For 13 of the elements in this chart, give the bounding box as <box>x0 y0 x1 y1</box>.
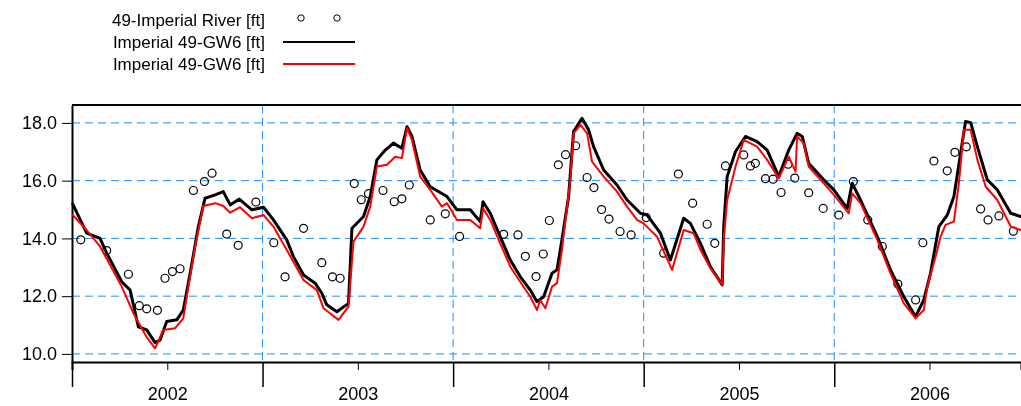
legend-label: Imperial 49-GW6 [ft] <box>112 54 265 74</box>
y-tick-label: 16.0 <box>21 170 57 191</box>
y-tick-label: 18.0 <box>21 113 57 134</box>
x-tick-label: 2006 <box>910 384 951 404</box>
y-tick-label: 14.0 <box>21 228 57 249</box>
x-tick-label: 2005 <box>719 384 760 404</box>
legend-label: 49-Imperial River [ft] <box>111 10 265 30</box>
y-tick-label: 12.0 <box>21 286 57 307</box>
y-tick-label: 10.0 <box>21 344 57 365</box>
x-tick-label: 2003 <box>338 384 379 404</box>
x-tick-label: 2004 <box>528 384 569 404</box>
x-tick-label: 2002 <box>147 384 188 404</box>
legend-label: Imperial 49-GW6 [ft] <box>112 32 265 52</box>
